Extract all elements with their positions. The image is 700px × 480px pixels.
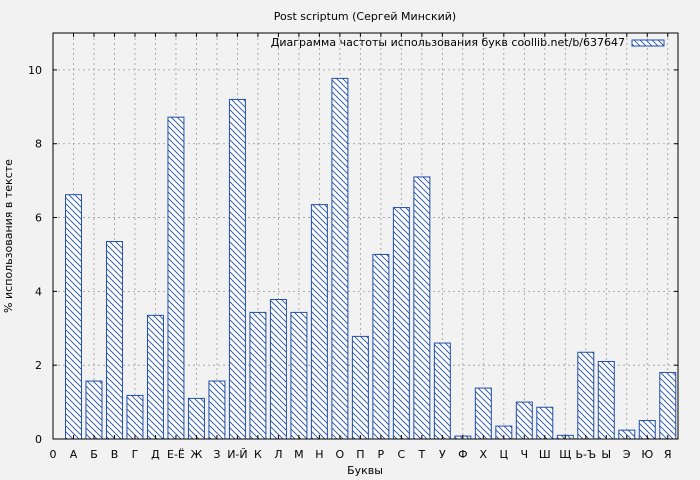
x-tick-label: Ф <box>458 448 467 461</box>
bar-13 <box>310 204 328 440</box>
x-tick-label: Е-Ё <box>167 448 185 461</box>
y-tick-label: 0 <box>35 433 42 446</box>
bar-24 <box>536 406 554 440</box>
y-tick-label: 4 <box>35 285 42 298</box>
bar-4 <box>126 394 144 440</box>
bar-2 <box>85 380 103 440</box>
bar-5 <box>146 314 164 440</box>
x-axis-label: Буквы <box>347 464 383 477</box>
y-tick-label: 8 <box>35 138 42 151</box>
x-tick-label: А <box>70 448 78 461</box>
bar-27 <box>597 360 615 440</box>
x-tick-label: Ц <box>500 448 509 461</box>
x-tick-label: В <box>111 448 119 461</box>
x-tick-label: Ь-Ъ <box>575 448 596 461</box>
x-tick-label: Т <box>417 448 425 461</box>
x-tick-label: Р <box>378 448 385 461</box>
x-tick-label: Н <box>315 448 323 461</box>
x-tick-label: Щ <box>559 448 571 461</box>
x-tick-label: У <box>439 448 446 461</box>
x-tick-label: Д <box>151 448 160 461</box>
x-tick-label: Ж <box>191 448 203 461</box>
bars <box>65 77 677 440</box>
chart-title: Post scriptum (Сергей Минский) <box>274 10 456 23</box>
bar-30 <box>659 372 677 440</box>
ticks: 0 А Б В Г Д Е-Ё Ж З И-Й К Л М Н О П Р С Т У Ф Х Ц Ч Ш Щ Ь-Ъ Ы Э Ю Я024… <box>28 33 678 461</box>
bar-16 <box>372 253 390 440</box>
bar-1 <box>65 194 82 440</box>
x-tick-label: Э <box>623 448 631 461</box>
x-tick-label: Ы <box>601 448 611 461</box>
grid <box>53 33 678 439</box>
bar-12 <box>290 311 308 440</box>
bar-7 <box>187 397 205 440</box>
y-tick-label: 10 <box>28 64 42 77</box>
bar-10 <box>249 311 267 440</box>
bar-11 <box>269 298 287 440</box>
x-tick-label: Б <box>90 448 98 461</box>
x-tick-label: М <box>294 448 304 461</box>
bar-6 <box>167 116 185 440</box>
legend-swatch <box>631 39 665 47</box>
bar-15 <box>351 335 369 440</box>
x-tick-label: П <box>356 448 364 461</box>
bar-18 <box>413 176 431 440</box>
legend: Диаграмма частоты использования букв coo… <box>271 36 665 49</box>
y-axis-label: % использования в тексте <box>2 159 15 313</box>
x-tick-label: 0 <box>50 448 57 461</box>
legend-label: Диаграмма частоты использования букв coo… <box>271 36 625 49</box>
x-tick-label: Ч <box>521 448 529 461</box>
x-tick-label: З <box>213 448 220 461</box>
bar-19 <box>433 342 451 440</box>
x-tick-label: К <box>254 448 262 461</box>
x-tick-label: С <box>398 448 406 461</box>
plot-frame <box>52 32 679 440</box>
x-tick-label: И-Й <box>227 448 247 461</box>
bar-14 <box>331 77 349 440</box>
bar-3 <box>105 241 123 440</box>
x-tick-label: Ш <box>539 448 551 461</box>
bar-23 <box>515 401 533 440</box>
x-tick-label: Х <box>480 448 488 461</box>
bar-21 <box>474 387 492 440</box>
x-tick-label: Я <box>664 448 672 461</box>
bar-8 <box>208 380 226 440</box>
x-tick-label: О <box>336 448 345 461</box>
x-tick-label: Ю <box>641 448 653 461</box>
x-tick-label: Л <box>274 448 282 461</box>
bar-9 <box>228 98 246 440</box>
x-tick-label: Г <box>132 448 139 461</box>
bar-17 <box>392 207 410 440</box>
bar-26 <box>577 351 595 440</box>
y-tick-label: 6 <box>35 212 42 225</box>
y-tick-label: 2 <box>35 359 42 372</box>
